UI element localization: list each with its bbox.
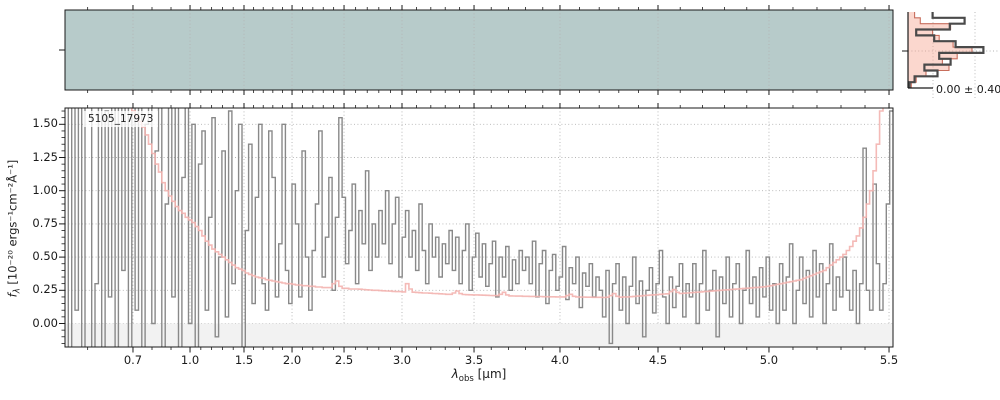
source-id-text: 5105_17973 — [88, 113, 154, 125]
y-tick-label: 0.25 — [32, 282, 58, 297]
profile-observed-line — [908, 12, 985, 88]
observed-spectrum-line — [67, 108, 893, 347]
y-tick-label: 1.00 — [32, 182, 58, 197]
profile-stats-label: 0.00 ± 0.40 — [936, 83, 1000, 96]
y-tick-label: 0.50 — [32, 249, 58, 264]
x-axis-label-subscript: obs — [458, 374, 474, 384]
x-axis-label-symbol: λ — [451, 367, 459, 381]
x-tick-label: 3.5 — [464, 353, 484, 367]
source-id-label: 5105_17973 — [83, 111, 159, 127]
x-tick-label: 0.7 — [123, 353, 143, 367]
spectrum-group — [67, 108, 893, 347]
main-panel-border — [64, 107, 894, 348]
below-zero-shade — [65, 323, 893, 347]
x-tick-label: 1.5 — [234, 353, 254, 367]
x-tick-label: 2.0 — [282, 353, 302, 367]
y-tick-label: 1.25 — [32, 149, 58, 164]
profile-stats-text: 0.00 ± 0.40 — [936, 83, 1000, 96]
y-tick-label: 1.50 — [32, 116, 58, 131]
x-tick-label: 5.5 — [879, 353, 899, 367]
x-tick-label: 3.0 — [392, 353, 412, 367]
y-tick-label: 0.00 — [32, 315, 58, 330]
x-tick-label: 5.0 — [759, 353, 779, 367]
error-spectrum-line — [131, 108, 884, 299]
2d-panel-background — [65, 10, 893, 90]
x-tick-label: 4.0 — [550, 353, 570, 367]
x-axis-label: λobs [μm] — [379, 367, 579, 384]
x-tick-label: 4.5 — [648, 353, 668, 367]
y-tick-label: 0.75 — [32, 215, 58, 230]
x-tick-label: 2.5 — [334, 353, 354, 367]
x-axis-label-unit: [μm] — [473, 367, 507, 381]
x-tick-label: 1.0 — [180, 353, 200, 367]
